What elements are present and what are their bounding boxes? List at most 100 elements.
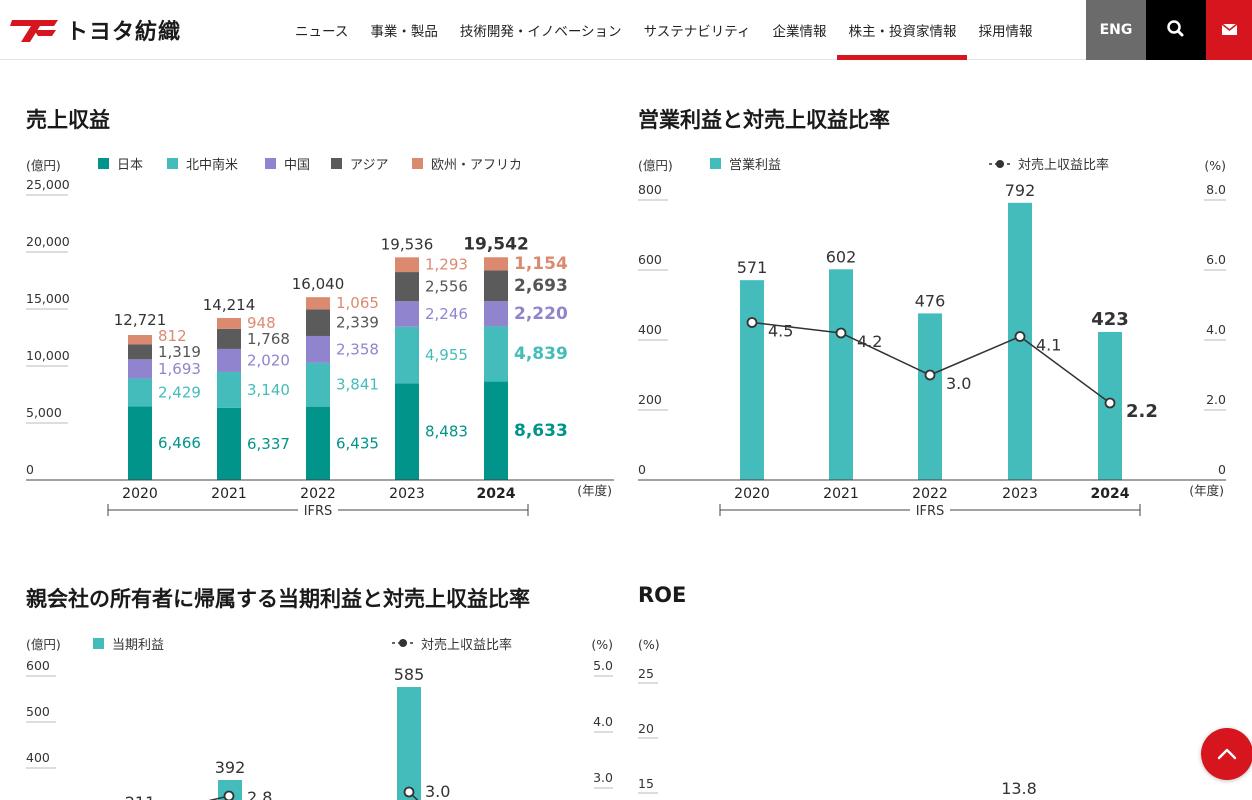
op-ratio-label-2024: 2.2 — [1126, 401, 1158, 422]
nav-item-4[interactable]: 企業情報 — [772, 24, 827, 40]
ifrs-label: IFRS — [304, 504, 333, 519]
value-label-2022-3: 2,339 — [336, 314, 379, 332]
net-ratio-label-2: 2.8 — [247, 788, 272, 800]
op-ratio-point-2021 — [835, 327, 847, 339]
nav-item-3[interactable]: サステナビリティ — [643, 24, 751, 40]
value-label-2023-1: 4,955 — [425, 346, 468, 364]
x-tick-2022: 2022 — [300, 486, 336, 502]
total-label-2022: 16,040 — [292, 275, 345, 293]
bar-2024-2 — [484, 301, 508, 327]
revenue-unit-label: (億円) — [26, 158, 61, 173]
y-tick-label: 25,000 — [26, 177, 70, 192]
value-label-2024-3: 2,693 — [514, 276, 568, 296]
op-y2-tick-label: 8.0 — [1206, 182, 1226, 197]
mail-icon — [1221, 23, 1238, 35]
op-ratio-point-2020 — [746, 317, 758, 328]
nav-item-0[interactable]: ニュース — [295, 24, 349, 40]
contact-mail-button[interactable] — [1206, 0, 1252, 60]
operating-profit-section-title: 営業利益と対売上収益比率 — [638, 108, 890, 132]
bar-2021-0 — [217, 407, 241, 480]
bar-2022-0 — [306, 406, 330, 480]
bar-2021-2 — [217, 348, 241, 372]
back-to-top-button[interactable] — [1201, 728, 1252, 780]
bar-2020-1 — [128, 378, 152, 407]
bar-2020-2 — [128, 359, 152, 379]
op-x-tick-2021: 2021 — [823, 486, 859, 502]
net-y-tick-label: 500 — [26, 704, 50, 719]
value-label-2020-2: 1,693 — [158, 360, 201, 378]
nav-item-1[interactable]: 事業・製品 — [370, 24, 438, 40]
value-label-2022-2: 2,358 — [336, 340, 379, 358]
company-logo[interactable]: トヨタ紡織 — [10, 14, 190, 46]
bar-2024-4 — [484, 257, 508, 271]
op-legend-bar-swatch — [710, 158, 721, 169]
value-label-2024-4: 1,154 — [514, 254, 568, 274]
revenue-stacked-bar-chart: (億円) 日本 北中南米 中国 アジア 欧州・アフリカ 0 5,000 10,000 15,000… — [26, 157, 614, 519]
op-y-tick-label: 600 — [638, 252, 662, 267]
op-bar-label-2024: 423 — [1091, 309, 1129, 330]
op-x-tick-2022: 2022 — [912, 486, 948, 502]
x-tick-2023: 2023 — [389, 486, 425, 502]
net-legend-dot — [399, 639, 407, 647]
op-ratio-point-2024 — [1104, 397, 1116, 409]
net-income-chart: (億円) (%) 当期利益 対売上収益比率 400 500 600 3.0 4.0 5.0 211 3… — [26, 637, 613, 800]
roe-y-tick-label: 15 — [638, 776, 654, 791]
net-income-section-title: 親会社の所有者に帰属する当期利益と対売上収益比率 — [26, 587, 530, 611]
bar-2021-4 — [217, 317, 241, 329]
x-tick-2021: 2021 — [211, 486, 247, 502]
net-y-tick-label: 600 — [26, 658, 50, 673]
op-ratio-label-2022: 3.0 — [946, 374, 971, 393]
op-right-unit-label: (%) — [1204, 158, 1226, 173]
legend-swatch-0 — [98, 158, 109, 169]
total-label-2020: 12,721 — [114, 311, 167, 329]
bar-2021-1 — [217, 371, 241, 408]
search-button[interactable] — [1146, 0, 1206, 60]
bar-2023-4 — [395, 257, 419, 273]
net-y2-tick-label: 4.0 — [593, 714, 613, 729]
op-legend-bar-label: 営業利益 — [729, 157, 781, 173]
value-label-2021-0: 6,337 — [247, 435, 290, 453]
nav-item-5[interactable]: 株主・投資家情報 — [837, 0, 968, 60]
bar-2023-3 — [395, 272, 419, 302]
op-x-unit-label: (年度) — [1189, 483, 1224, 498]
net-bar-label-1: 211 — [125, 793, 156, 800]
net-right-unit-label: (%) — [591, 637, 613, 652]
net-legend-bar-label: 当期利益 — [112, 638, 164, 653]
y-tick-label: 15,000 — [26, 291, 70, 306]
net-legend-line-label: 対売上収益比率 — [421, 637, 512, 653]
value-label-2023-4: 1,293 — [425, 256, 468, 274]
value-label-2024-1: 4,839 — [514, 344, 568, 364]
nav-item-6[interactable]: 採用情報 — [978, 24, 1033, 40]
logo-text: トヨタ紡織 — [66, 20, 182, 45]
op-y2-tick-label: 2.0 — [1206, 392, 1226, 407]
total-label-2023: 19,536 — [381, 235, 434, 253]
op-ifrs-label: IFRS — [916, 504, 945, 519]
op-y-tick-label: 800 — [638, 182, 662, 197]
value-label-2022-0: 6,435 — [336, 434, 379, 452]
roe-value-label: 13.8 — [1001, 779, 1037, 798]
legend-swatch-1 — [167, 158, 178, 169]
bar-2021-3 — [217, 328, 241, 349]
bar-2022-4 — [306, 297, 330, 310]
op-bar-2020 — [740, 280, 764, 480]
net-bar-4 — [397, 687, 421, 800]
op-bar-label-2020: 571 — [737, 258, 768, 277]
net-legend-bar-swatch — [93, 638, 104, 649]
op-y2-tick-label: 0 — [1218, 462, 1226, 477]
op-bar-label-2021: 602 — [826, 247, 857, 266]
language-english-button[interactable]: ENG — [1086, 0, 1146, 60]
op-ratio-label-2023: 4.1 — [1036, 336, 1061, 355]
op-legend-line-label: 対売上収益比率 — [1018, 157, 1109, 173]
bar-2022-2 — [306, 335, 330, 363]
legend-swatch-4 — [412, 158, 423, 169]
x-tick-2024: 2024 — [477, 486, 516, 502]
revenue-section-title: 売上収益 — [26, 108, 110, 132]
op-y-tick-label: 200 — [638, 392, 662, 407]
legend-label-3: アジア — [350, 158, 388, 173]
nav-item-2[interactable]: 技術開発・イノベーション — [459, 24, 622, 40]
operating-profit-chart: (億円) (%) 営業利益 対売上収益比率 0 200 400 600 800 0 2.0 4.0 6.… — [638, 157, 1226, 519]
net-ratio-point-4 — [403, 786, 415, 798]
value-label-2024-2: 2,220 — [514, 304, 568, 324]
value-label-2020-3: 1,319 — [158, 343, 201, 361]
logo-mark-icon — [10, 20, 58, 42]
